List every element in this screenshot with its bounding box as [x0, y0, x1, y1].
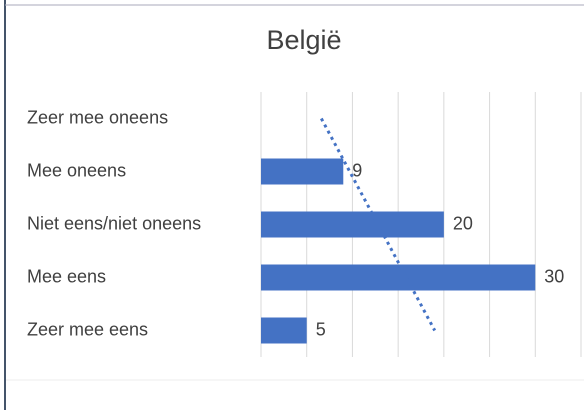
data-label: 9 [352, 160, 362, 180]
category-label: Niet eens/niet oneens [27, 213, 201, 233]
category-label: Mee oneens [27, 160, 126, 180]
data-label: 30 [544, 266, 564, 286]
chart-title: België [266, 25, 341, 55]
data-label: 20 [453, 213, 473, 233]
bar [261, 158, 344, 185]
category-label: Zeer mee eens [27, 319, 148, 339]
bar [261, 211, 444, 238]
category-label: Zeer mee oneens [27, 107, 168, 127]
data-label: 5 [316, 319, 326, 339]
trendline [320, 117, 437, 332]
bar [261, 317, 307, 344]
bar [261, 264, 536, 291]
category-label: Mee eens [27, 266, 106, 286]
